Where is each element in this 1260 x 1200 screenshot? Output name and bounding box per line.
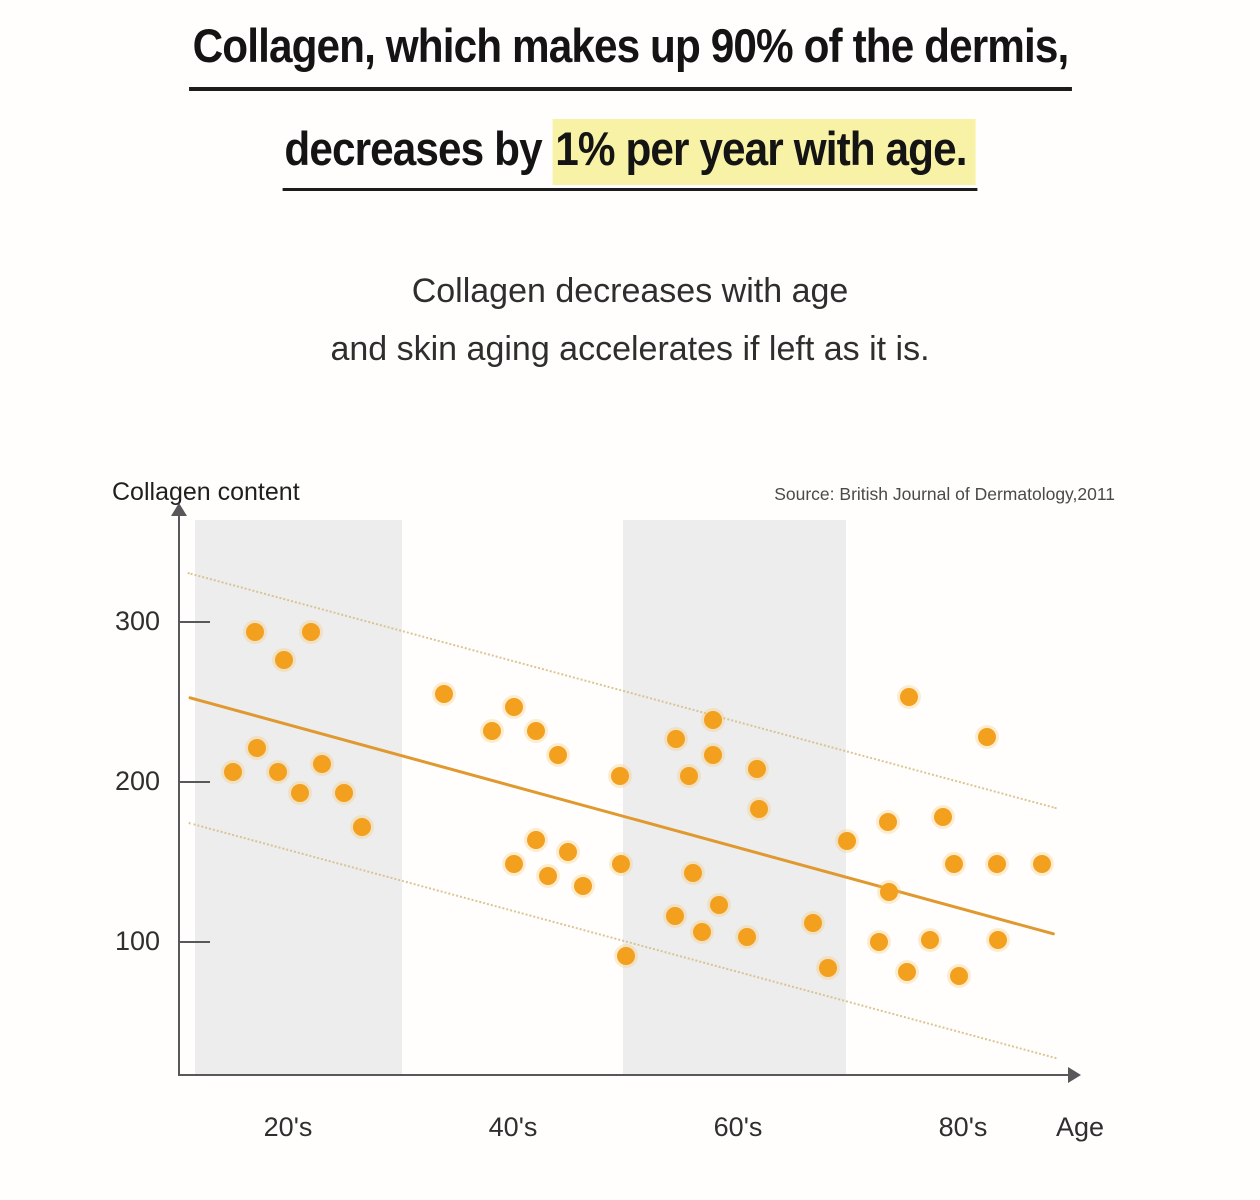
x-tick-label: 20's	[263, 1112, 313, 1142]
scatter-point	[616, 947, 635, 966]
title-line-1-text: Collagen, which makes up 90% of the derm…	[188, 14, 1072, 91]
scatter-point	[223, 763, 242, 782]
scatter-point	[750, 800, 769, 819]
y-tick-label: 200	[114, 766, 160, 796]
scatter-point	[921, 931, 940, 950]
title-line-2-text: decreases by 1% per year with age.	[282, 119, 978, 191]
scatter-point	[1032, 854, 1051, 873]
scatter-point	[709, 896, 728, 915]
age-band	[623, 520, 846, 1076]
scatter-point	[274, 651, 293, 670]
subtitle-line-2: and skin aging accelerates if left as it…	[330, 330, 930, 368]
scatter-point	[612, 854, 630, 873]
y-tick	[180, 781, 210, 783]
y-tick-label: 100	[114, 926, 160, 956]
scatter-point	[933, 808, 952, 827]
scatter-point	[549, 745, 567, 764]
scatter-point	[869, 933, 888, 951]
y-axis-line	[178, 515, 180, 1076]
scatter-point	[987, 854, 1006, 873]
scatter-point	[482, 721, 501, 740]
x-axis-label: Age	[1056, 1112, 1105, 1142]
scatter-point	[526, 721, 545, 740]
scatter-point	[268, 763, 287, 782]
scatter-point	[684, 864, 702, 883]
x-tick-label: 40's	[488, 1112, 538, 1142]
scatter-point	[353, 817, 372, 836]
scatter-point	[819, 958, 837, 977]
scatter-point	[679, 766, 698, 785]
scatter-point	[879, 883, 898, 902]
scatter-point	[505, 697, 524, 716]
scatter-point	[667, 729, 686, 748]
scatter-point	[559, 843, 578, 862]
y-tick	[180, 621, 210, 623]
title-line-2-prefix: decreases by	[284, 122, 553, 175]
scatter-point	[804, 913, 823, 932]
title-line-1: Collagen, which makes up 90% of the derm…	[0, 14, 1260, 91]
source-text: Source: British Journal of Dermatology,2…	[774, 484, 1115, 504]
subtitle-line-1: Collagen decreases with age	[411, 272, 849, 310]
scatter-point	[435, 685, 454, 703]
scatter-point	[246, 622, 265, 641]
scatter-point	[838, 832, 857, 851]
scatter-point	[526, 830, 545, 849]
y-axis-arrow-icon	[171, 503, 187, 516]
scatter-point	[505, 854, 524, 873]
x-axis-line	[178, 1074, 1068, 1076]
scatter-point	[748, 760, 767, 779]
scatter-point	[945, 854, 963, 873]
scatter-point	[312, 755, 331, 774]
scatter-point	[247, 739, 266, 758]
y-tick	[180, 941, 210, 943]
subtitle: Collagen decreases with age and skin agi…	[0, 262, 1260, 378]
header: Collagen, which makes up 90% of the derm…	[0, 14, 1260, 191]
scatter-point	[878, 813, 897, 831]
scatter-point	[610, 766, 629, 785]
scatter-point	[291, 784, 310, 803]
scatter-point	[693, 923, 711, 942]
scatter-point	[900, 688, 918, 707]
title-highlight: 1% per year with age.	[552, 119, 976, 185]
scatter-point	[897, 963, 916, 982]
scatter-point	[704, 710, 723, 729]
scatter-point	[988, 931, 1007, 950]
x-tick-label: 60's	[713, 1112, 763, 1142]
x-tick-label: 80's	[938, 1112, 988, 1142]
scatter-point	[538, 867, 557, 886]
scatter-point	[704, 745, 723, 764]
title-line-2: decreases by 1% per year with age.	[0, 119, 1260, 191]
scatter-point	[977, 728, 996, 747]
y-axis-title: Collagen content	[112, 478, 300, 506]
x-axis-arrow-icon	[1068, 1067, 1081, 1083]
scatter-point	[949, 966, 968, 985]
scatter-point	[573, 877, 592, 895]
scatter-point	[738, 928, 756, 947]
scatter-point	[666, 907, 684, 926]
scatter-point	[301, 622, 320, 641]
scatter-point	[335, 784, 354, 803]
y-tick-label: 300	[114, 606, 160, 636]
